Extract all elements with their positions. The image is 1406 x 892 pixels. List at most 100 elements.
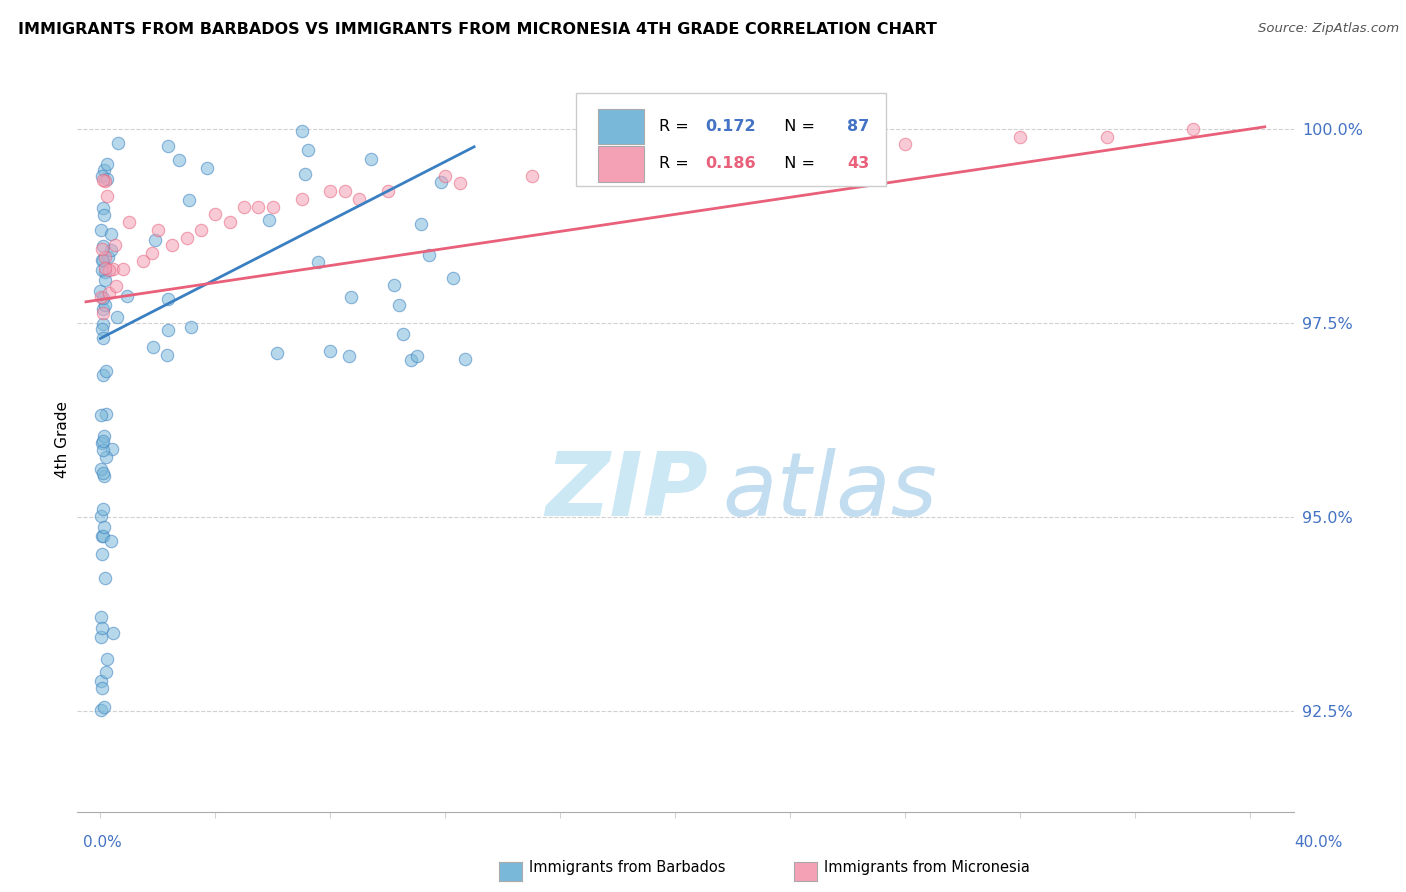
Point [180, 320, 202, 334]
Point [91, 434, 114, 449]
Point [90, 630, 112, 644]
Point [91, 681, 114, 695]
Point [257, 212, 280, 227]
Point [142, 340, 165, 354]
Point [91, 317, 114, 331]
Point [91, 368, 114, 383]
Point [91, 529, 114, 543]
Point [100, 227, 122, 242]
Point [94, 261, 117, 276]
Point [176, 230, 198, 244]
Point [333, 184, 356, 198]
Point [93, 468, 115, 483]
Text: Immigrants from Barbados: Immigrants from Barbados [529, 860, 725, 874]
Text: IMMIGRANTS FROM BARBADOS VS IMMIGRANTS FROM MICRONESIA 4TH GRADE CORRELATION CHA: IMMIGRANTS FROM BARBADOS VS IMMIGRANTS F… [18, 22, 938, 37]
Point [98, 285, 121, 300]
Point [141, 246, 163, 260]
Point [91, 238, 114, 252]
Point [91, 620, 114, 634]
Point [1181, 122, 1204, 136]
Point [266, 346, 288, 360]
Text: N =: N = [775, 119, 820, 134]
Text: Source: ZipAtlas.com: Source: ZipAtlas.com [1258, 22, 1399, 36]
Point [735, 145, 758, 160]
Point [578, 161, 600, 175]
Point [93, 699, 115, 714]
Point [96, 188, 118, 202]
Point [434, 169, 457, 183]
Point [233, 200, 256, 214]
Point [112, 261, 135, 276]
Point [319, 184, 342, 198]
Point [105, 310, 128, 324]
Point [93, 208, 115, 222]
Point [520, 169, 543, 183]
Point [382, 277, 405, 292]
Point [107, 136, 129, 150]
Text: 40.0%: 40.0% [1295, 836, 1343, 850]
Point [291, 192, 314, 206]
Point [218, 215, 240, 229]
Text: 43: 43 [848, 156, 869, 171]
Point [721, 145, 744, 160]
Point [392, 326, 415, 341]
Point [1010, 129, 1032, 144]
Point [399, 352, 422, 367]
Bar [598, 109, 644, 145]
Point [388, 298, 411, 312]
Point [90, 529, 112, 543]
Point [94, 665, 117, 679]
Point [441, 270, 464, 285]
Point [894, 137, 917, 152]
Point [104, 238, 127, 252]
Point [90, 673, 112, 688]
Point [90, 610, 112, 624]
Point [1095, 129, 1118, 144]
Text: Immigrants from Micronesia: Immigrants from Micronesia [824, 860, 1029, 874]
Point [100, 244, 122, 258]
Point [90, 436, 112, 450]
Point [319, 344, 342, 359]
Text: N =: N = [775, 156, 820, 171]
Point [808, 145, 831, 160]
Point [91, 442, 114, 457]
Point [91, 321, 114, 335]
Point [91, 263, 114, 277]
Point [91, 331, 114, 345]
Point [96, 172, 118, 186]
Point [115, 289, 138, 303]
Point [104, 278, 127, 293]
Point [297, 143, 319, 157]
Text: atlas: atlas [721, 449, 936, 534]
Point [100, 533, 122, 548]
Point [96, 651, 118, 665]
Point [449, 176, 471, 190]
Point [91, 301, 114, 316]
Point [307, 255, 329, 269]
Point [97, 251, 120, 265]
Text: 0.0%: 0.0% [83, 836, 122, 850]
FancyBboxPatch shape [576, 93, 886, 186]
Point [93, 250, 115, 264]
Text: R =: R = [658, 119, 693, 134]
Point [94, 298, 117, 312]
Point [160, 238, 183, 252]
Point [103, 626, 125, 640]
Point [340, 290, 363, 304]
Text: 0.172: 0.172 [704, 119, 755, 134]
Text: ZIP: ZIP [546, 448, 709, 535]
Point [96, 364, 118, 378]
Point [132, 253, 155, 268]
Point [156, 292, 179, 306]
Point [146, 223, 169, 237]
Point [90, 223, 112, 237]
Point [94, 407, 117, 421]
Point [93, 162, 115, 177]
Point [90, 703, 112, 717]
Point [97, 263, 120, 277]
Point [291, 124, 314, 138]
Point [204, 207, 226, 221]
Point [90, 290, 112, 304]
Point [347, 192, 370, 206]
Point [337, 349, 360, 363]
